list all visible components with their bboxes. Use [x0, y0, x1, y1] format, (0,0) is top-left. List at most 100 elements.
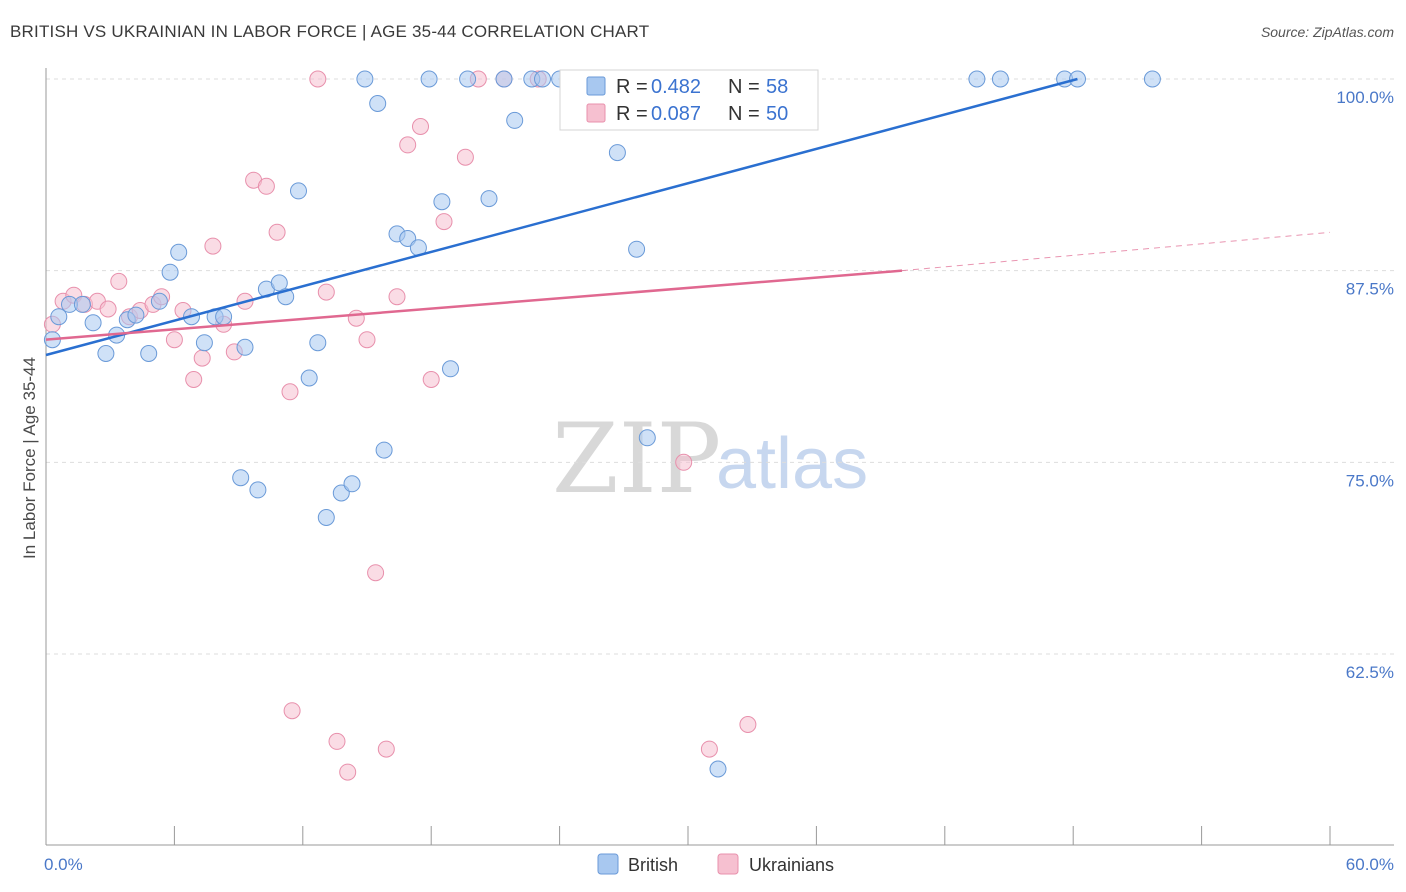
bottom-legend: British Ukrainians [597, 853, 834, 875]
british-point [97, 345, 115, 362]
british-point [140, 345, 158, 362]
british-point [300, 369, 318, 387]
ukrainian-point [257, 177, 275, 195]
legend-ukrainian-swatch [586, 103, 606, 123]
ukrainian-point [399, 136, 417, 154]
ukrainian-point [388, 288, 406, 306]
y-tick-label: 62.5% [1346, 663, 1394, 682]
bottom-legend-british-label: British [628, 855, 678, 875]
bottom-legend-ukrainian-swatch [717, 853, 739, 875]
british-point [84, 314, 102, 332]
legend-british-n-value: 58 [766, 76, 788, 98]
british-trend-line [45, 77, 1078, 357]
british-point [317, 509, 335, 526]
british-point [232, 469, 250, 487]
british-point [356, 70, 374, 88]
ukrainian-point [377, 740, 395, 758]
y-axis-label: In Labor Force | Age 35-44 [20, 357, 39, 559]
british-point [1143, 70, 1161, 88]
gridlines [46, 78, 1394, 655]
ukrainian-point [185, 371, 203, 388]
ukrainian-trend-extension [901, 231, 1331, 272]
legend-ukrainian-n-value: 50 [766, 103, 788, 125]
watermark-zip: ZIP [552, 403, 721, 515]
british-point [161, 263, 179, 281]
legend-ukrainian-n-label: N = [728, 103, 760, 125]
british-point [270, 274, 288, 292]
british-point [442, 360, 459, 378]
british-point [50, 308, 68, 326]
ukrainian-point [317, 283, 335, 301]
ukrainian-point [358, 331, 376, 349]
legend-ukrainian-r-label: R = [616, 103, 648, 125]
british-point [249, 481, 267, 499]
y-tick-label: 87.5% [1346, 280, 1394, 299]
british-point [215, 308, 233, 326]
british-point [1069, 70, 1086, 88]
british-point [195, 334, 213, 352]
ukrainian-point [347, 309, 365, 327]
british-point [709, 760, 727, 778]
british-point [991, 70, 1009, 88]
ukrainian-point [110, 272, 128, 290]
british-point [968, 70, 986, 88]
british-point [290, 182, 307, 200]
british-point [628, 240, 646, 258]
ukrainian-point [281, 383, 299, 401]
ukrainian-point [193, 349, 211, 367]
ukrainian-point [165, 331, 183, 349]
british-point [375, 441, 393, 459]
british-point [343, 475, 361, 493]
y-tick-labels: 62.5% 75.0% 87.5% 100.0% [1336, 88, 1394, 682]
ukrainian-point [435, 213, 453, 231]
ukrainian-point [739, 716, 757, 733]
ukrainian-point [99, 300, 117, 318]
watermark-atlas: atlas [716, 424, 868, 504]
y-tick-label: 75.0% [1346, 471, 1394, 490]
trend-lines [45, 77, 1331, 357]
ukrainian-point [328, 732, 346, 750]
british-point [495, 70, 513, 88]
ukrainian-point [367, 564, 385, 582]
ukrainian-point [283, 702, 301, 720]
british-point [459, 70, 477, 88]
ukrainian-point [268, 223, 286, 241]
chart-title: BRITISH VS UKRAINIAN IN LABOR FORCE | AG… [10, 22, 650, 41]
british-point [309, 334, 327, 352]
british-point [369, 95, 387, 112]
ukrainian-point [204, 237, 222, 255]
british-point [608, 144, 626, 162]
legend-british-swatch [586, 76, 606, 96]
legend-british-n-label: N = [728, 76, 760, 98]
bottom-legend-british-swatch [597, 853, 619, 875]
ukrainian-point [309, 70, 327, 88]
british-point [420, 70, 438, 88]
british-point [73, 295, 91, 313]
bottom-legend-ukrainian-label: Ukrainians [749, 855, 834, 875]
british-point [170, 243, 188, 261]
legend-british-r-value: 0.482 [651, 76, 701, 98]
british-point [433, 193, 451, 211]
chart-source: Source: ZipAtlas.com [1260, 24, 1394, 40]
legend-box: R = 0.482 N = 58 R = 0.087 N = 50 [559, 69, 819, 131]
british-point [506, 111, 524, 129]
british-point [534, 70, 551, 88]
ukrainian-point [422, 371, 440, 388]
ukrainian-trend-line [45, 269, 903, 341]
british-points [43, 70, 1161, 778]
axes [45, 68, 1394, 846]
ukrainian-point [339, 763, 357, 781]
legend-ukrainian-r-value: 0.087 [651, 103, 701, 125]
british-point [127, 306, 145, 324]
british-point [638, 429, 656, 447]
british-point [480, 190, 498, 208]
legend-british-r-label: R = [616, 76, 648, 98]
x-tick-label-min: 0.0% [44, 855, 83, 874]
british-point [236, 338, 254, 356]
ukrainian-point [675, 453, 693, 471]
ukrainian-point [456, 148, 474, 166]
x-tick-label-max: 60.0% [1346, 855, 1394, 874]
y-tick-label: 100.0% [1336, 88, 1394, 107]
ukrainian-point [700, 740, 718, 758]
